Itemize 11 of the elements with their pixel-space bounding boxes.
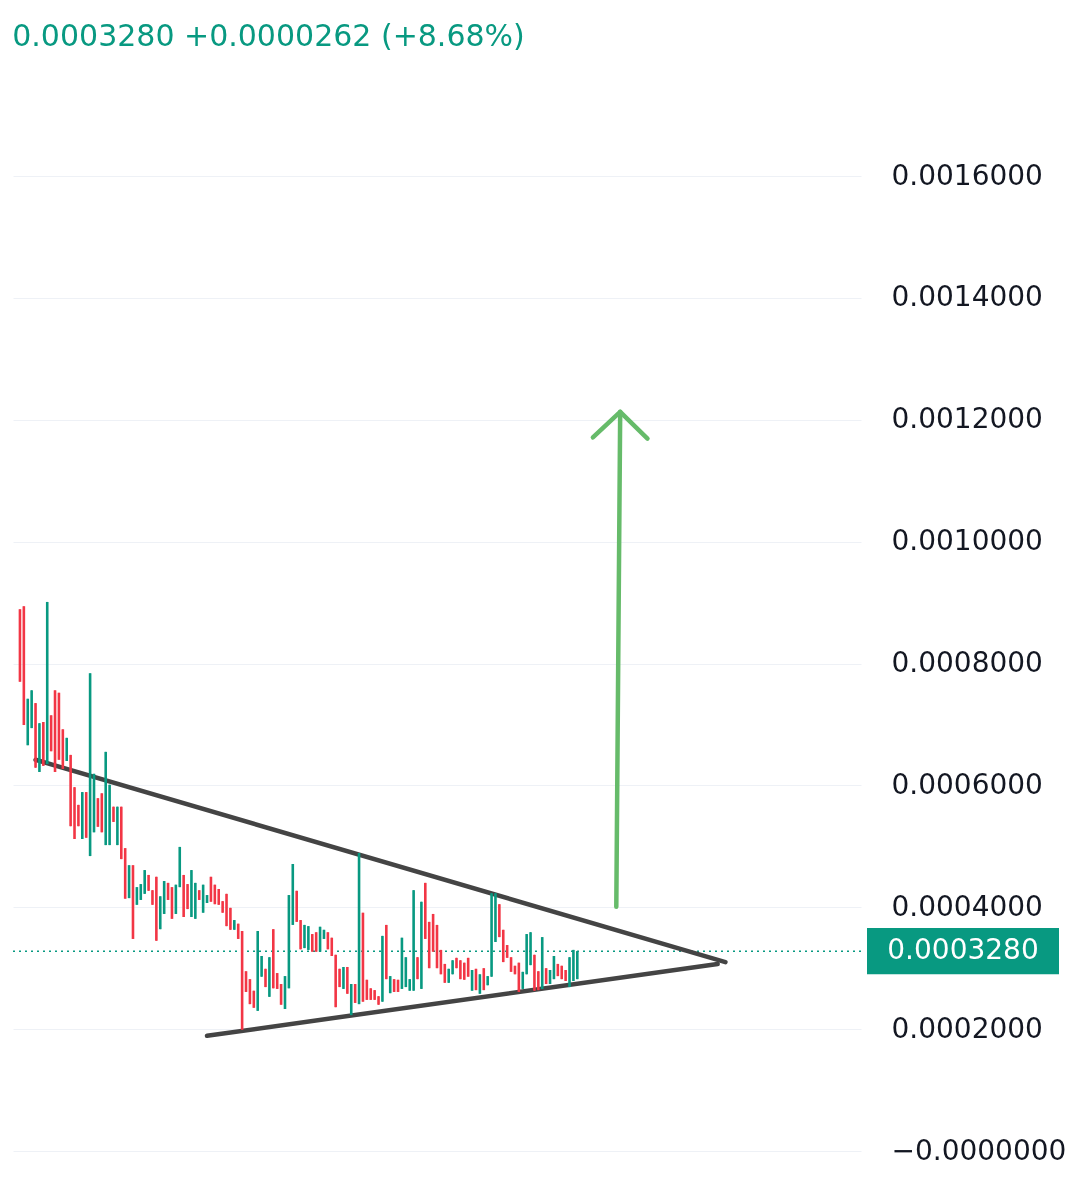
- y-tick-label: 0.0010000: [891, 524, 1043, 558]
- y-tick-label: 0.0012000: [891, 402, 1043, 436]
- y-tick-label: 0.0002000: [891, 1011, 1043, 1045]
- y-tick-label: 0.0008000: [891, 646, 1043, 679]
- ref-line-label: 0.0003280: [887, 933, 1039, 967]
- y-tick-label: 0.0016000: [891, 158, 1043, 192]
- y-tick-label: 0.0014000: [891, 280, 1043, 314]
- y-tick-label: 0.0006000: [891, 767, 1043, 801]
- y-tick-label: 0.0004000: [891, 889, 1043, 923]
- y-tick-label: −0.0000000: [891, 1133, 1067, 1167]
- chart-subtitle: 0.0003280 +0.0000262 (+8.68%): [12, 18, 525, 53]
